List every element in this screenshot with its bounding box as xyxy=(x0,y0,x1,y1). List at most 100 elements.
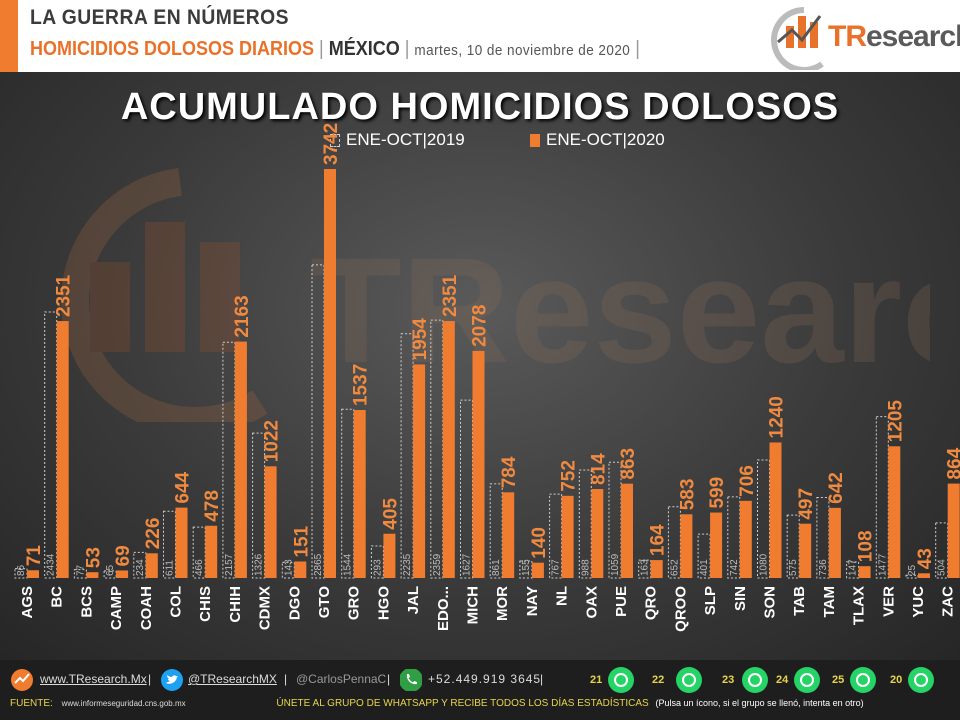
category-label-slp: SLP xyxy=(702,586,719,615)
label-2020-chih: 2163 xyxy=(232,295,253,337)
bar-2020-oax xyxy=(591,489,604,578)
whatsapp-icon[interactable] xyxy=(850,667,876,693)
twitter-link[interactable]: @TResearchMX xyxy=(188,672,277,686)
separator: | xyxy=(540,672,544,686)
page-title: LA GUERRA EN NÚMEROS xyxy=(30,6,289,29)
label-2019-ags: 86 xyxy=(16,564,27,576)
bar-2020-bcs xyxy=(86,572,99,578)
whatsapp-group-number: 22 xyxy=(652,674,665,686)
category-label-ags: AGS xyxy=(19,586,36,619)
label-2020-col: 644 xyxy=(173,471,194,503)
whatsapp-icon[interactable] xyxy=(908,667,934,693)
label-2020-ags: 71 xyxy=(24,545,45,567)
label-2019-tam: 736 xyxy=(818,559,829,576)
category-label-oax: OAX xyxy=(583,586,600,619)
label-2019-zac: 504 xyxy=(937,559,948,576)
category-label-pue: PUE xyxy=(613,586,630,617)
whatsapp-group-number: 24 xyxy=(776,674,789,686)
category-label-nay: NAY xyxy=(524,586,541,616)
bar-2019-mich xyxy=(460,399,473,579)
personal-twitter-link[interactable]: @CarlosPennaC xyxy=(296,672,387,686)
label-2020-cdmx: 1022 xyxy=(262,420,283,462)
bar-2020-bc xyxy=(56,321,69,578)
bar-2019-camp xyxy=(103,570,117,579)
label-2020-tlax: 108 xyxy=(856,530,877,562)
label-2020-qro: 164 xyxy=(648,524,669,556)
label-2020-pue: 863 xyxy=(618,448,639,480)
bar-2019-chih xyxy=(222,341,236,579)
category-label-tlax: TLAX xyxy=(851,586,868,625)
bar-2019-bc xyxy=(44,311,58,579)
whatsapp-cta: ÚNETE AL GRUPO DE WHATSAPP Y RECIBE TODO… xyxy=(276,698,649,709)
subtitle-date: martes, 10 de noviembre de 2020 xyxy=(414,42,631,59)
bar-2020-yuc xyxy=(918,573,930,578)
category-label-mor: MOR xyxy=(494,586,511,621)
bar-2019-gto xyxy=(311,264,325,579)
category-label-dgo: DGO xyxy=(286,586,303,621)
label-2020-gro: 1537 xyxy=(351,364,372,406)
label-2020-bcs: 53 xyxy=(83,547,104,568)
label-2020-qroo: 583 xyxy=(677,479,698,511)
label-2020-slp: 599 xyxy=(707,477,728,509)
category-label-bc: BC xyxy=(49,586,66,608)
whatsapp-icon[interactable] xyxy=(608,667,634,693)
phone-whatsapp-icon[interactable] xyxy=(399,668,423,692)
bar-2020-sin xyxy=(739,500,752,578)
label-2019-qroo: 652 xyxy=(669,559,680,576)
label-2020-coah: 226 xyxy=(143,518,164,550)
category-label-jal: JAL xyxy=(405,586,422,614)
label-2019-slp: 401 xyxy=(699,559,710,576)
whatsapp-icon[interactable] xyxy=(794,667,820,693)
label-2019-nay: 155 xyxy=(521,559,532,576)
whatsapp-icon[interactable] xyxy=(742,667,768,693)
category-label-bcs: BCS xyxy=(78,586,95,618)
label-2019-oax: 988 xyxy=(580,559,591,576)
bar-2020-mor xyxy=(502,492,515,578)
label-2020-tab: 497 xyxy=(796,488,817,520)
label-2019-bc: 2434 xyxy=(46,553,57,576)
twitter-icon[interactable] xyxy=(160,668,184,692)
tresearch-small-logo-icon xyxy=(11,669,33,691)
website-link[interactable]: www.TResearch.Mx xyxy=(40,672,147,686)
label-2019-dgo: 143 xyxy=(283,559,294,576)
bar-2020-ags xyxy=(27,570,39,578)
separator: | xyxy=(319,38,329,60)
whatsapp-group-number: 20 xyxy=(890,674,903,686)
bar-2019-tab xyxy=(786,514,800,579)
bar-2020-cdmx xyxy=(264,466,277,578)
label-2019-chih: 2157 xyxy=(224,553,235,576)
label-2019-mich: 1627 xyxy=(462,553,473,576)
bar-2020-gto xyxy=(324,169,336,579)
legend-label-2019: ENE-OCT|2019 xyxy=(346,130,465,149)
logo-wordmark-t: TR xyxy=(828,20,867,53)
label-2019-hgo: 293 xyxy=(372,559,383,576)
label-2019-coah: 234 xyxy=(135,559,146,576)
header-accent-stripe xyxy=(0,0,18,72)
phone-number: +52.449.919 3645 xyxy=(428,672,542,686)
logo-wordmark: TResearch xyxy=(828,20,960,54)
category-label-gro: GRO xyxy=(346,586,363,621)
category-label-qroo: QROO xyxy=(672,586,689,632)
tresearch-logo-icon xyxy=(771,7,824,70)
label-2020-jal: 1954 xyxy=(410,318,431,361)
bar-2019-edo... xyxy=(430,319,444,579)
label-2019-tlax: 147 xyxy=(848,559,859,576)
category-label-camp: CAMP xyxy=(108,586,125,630)
label-2020-nay: 140 xyxy=(529,527,550,559)
category-label-hgo: HGO xyxy=(375,586,392,621)
source-link[interactable]: www.informeseguridad.cns.gob.mx xyxy=(61,699,186,708)
bar-2020-mich xyxy=(472,350,485,578)
footer-source-row: FUENTE: www.informeseguridad.cns.gob.mx … xyxy=(10,698,960,709)
label-2020-bc: 2351 xyxy=(54,274,75,317)
bar-2019-gro xyxy=(341,408,355,579)
category-label-sin: SIN xyxy=(732,586,749,611)
separator: | xyxy=(148,672,152,686)
bar-2020-nay xyxy=(531,562,544,578)
category-label-cdmx: CDMX xyxy=(257,586,274,630)
label-2020-nl: 752 xyxy=(559,460,580,492)
label-2019-edo...: 2359 xyxy=(432,553,443,576)
logo-wordmark-rest: esearch xyxy=(866,20,960,53)
legend-item-2020: ENE-OCT|2020 xyxy=(530,130,665,150)
label-2019-pue: 1059 xyxy=(610,553,621,576)
whatsapp-icon[interactable] xyxy=(676,667,702,693)
